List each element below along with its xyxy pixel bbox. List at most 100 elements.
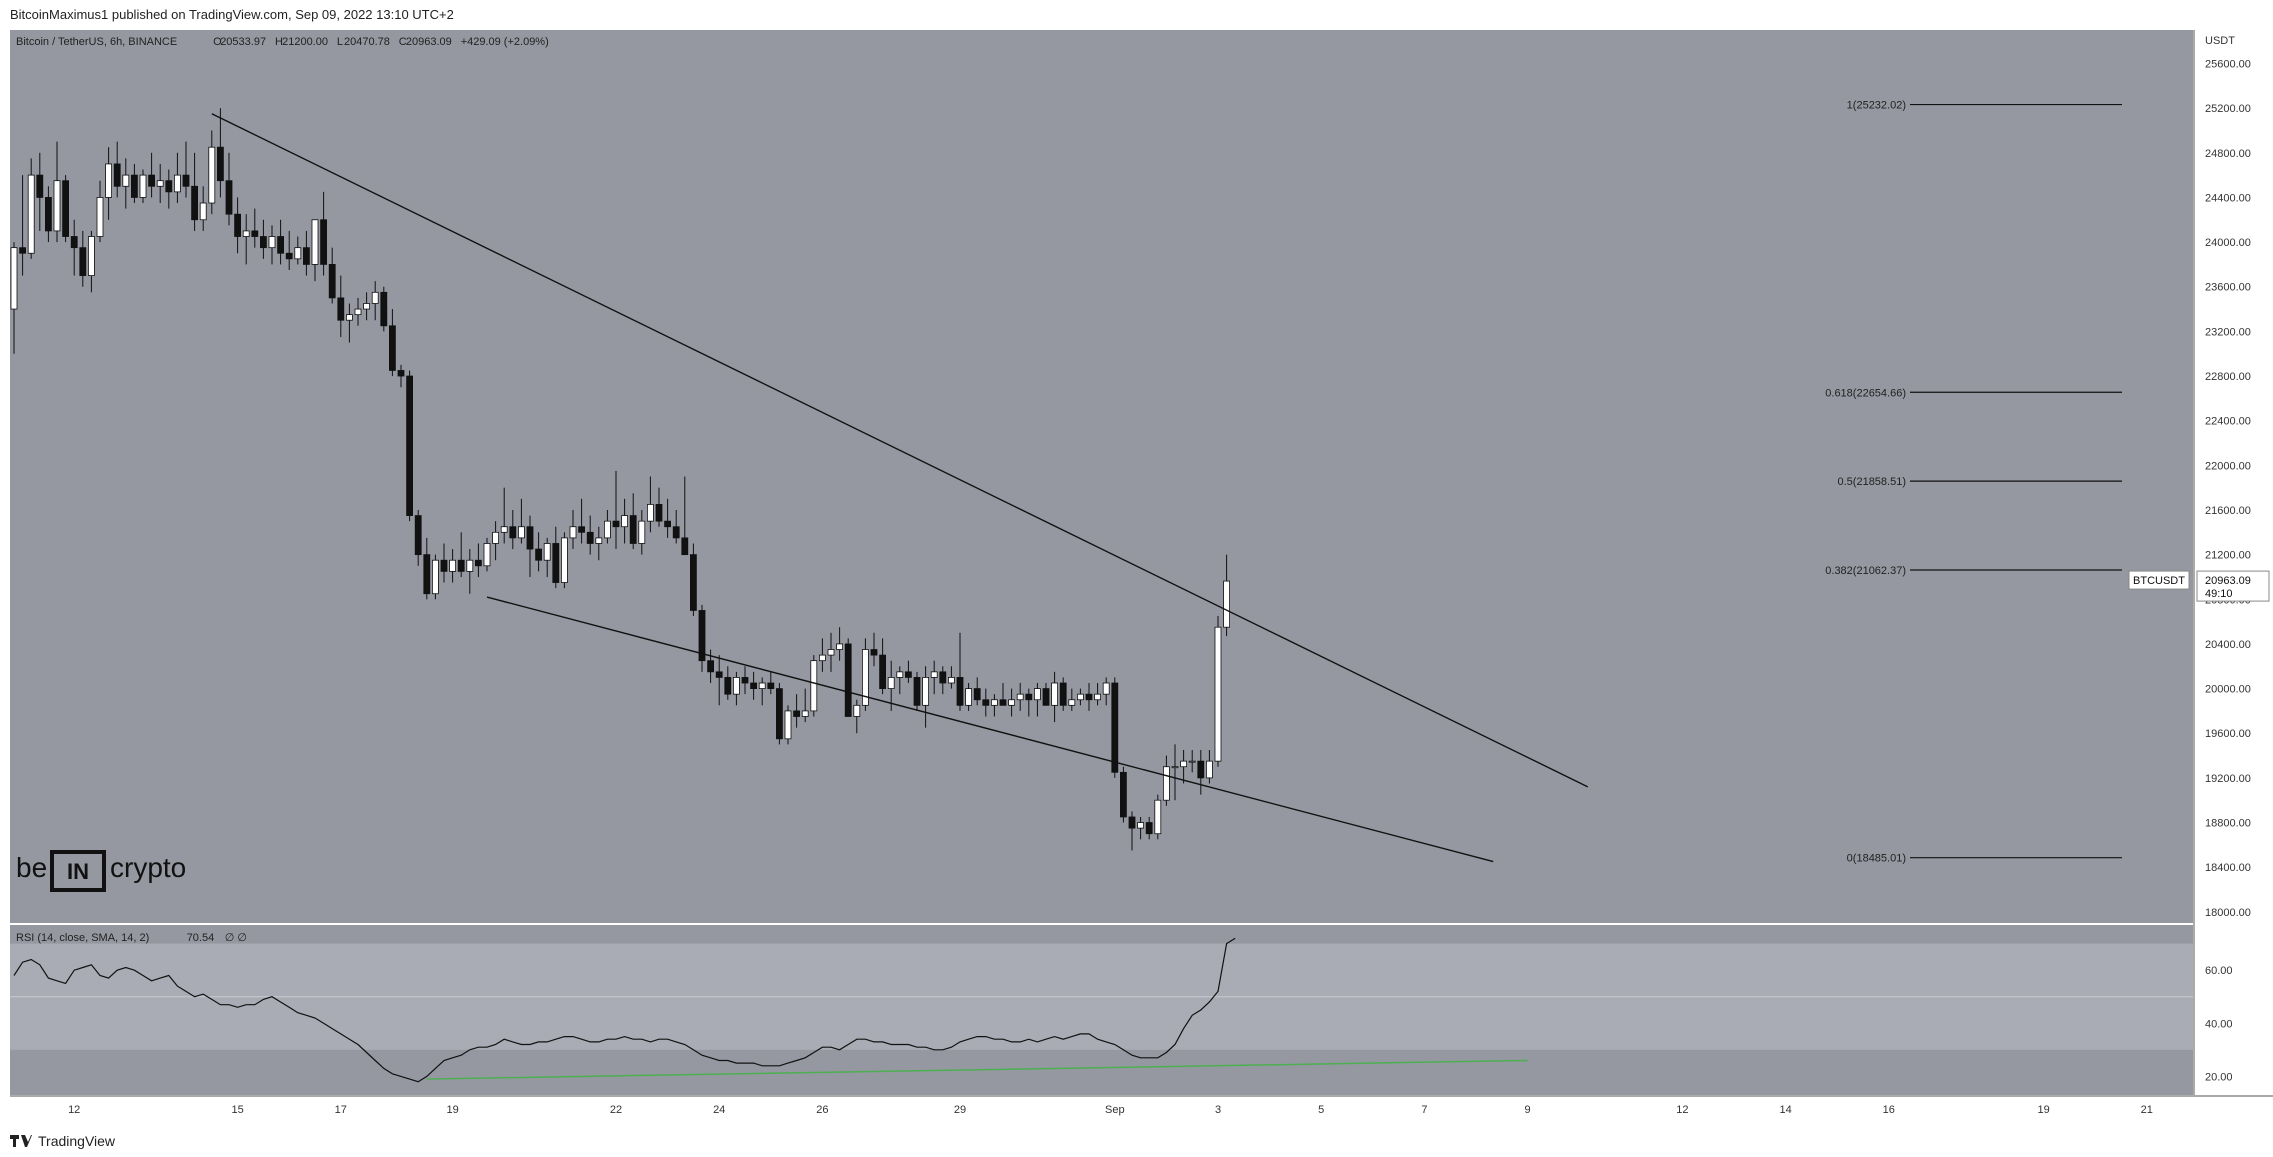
candle-up bbox=[294, 247, 302, 260]
symbol-info-part: 21200.00 bbox=[282, 36, 328, 48]
candle-up bbox=[449, 559, 457, 572]
candle-down bbox=[234, 213, 242, 237]
logo-text-box: IN bbox=[67, 859, 89, 884]
candle-down bbox=[1042, 688, 1050, 706]
candle-down bbox=[302, 247, 310, 265]
candle-up bbox=[862, 649, 869, 706]
wedge-trendline-lower bbox=[486, 596, 1494, 863]
candle-up bbox=[122, 174, 130, 187]
candle-down bbox=[1025, 693, 1033, 701]
symbol-info: Bitcoin / TetherUS, 6h, BINANCE O20533.97… bbox=[16, 36, 549, 48]
candle-down bbox=[905, 671, 912, 678]
price-tick-label: 20400.00 bbox=[2205, 639, 2251, 651]
candle-down bbox=[406, 375, 414, 516]
candle-up bbox=[1016, 693, 1024, 701]
price-chart[interactable]: USDT 25600.00 25200.00 24800.00 24400.00 2400… bbox=[0, 30, 2273, 1125]
candle-down bbox=[457, 559, 465, 572]
candle-up bbox=[1180, 760, 1187, 768]
logo-text-right: crypto bbox=[110, 852, 186, 883]
candle-down bbox=[879, 654, 886, 689]
price-tick-label: 22000.00 bbox=[2205, 460, 2251, 472]
candle-up bbox=[105, 163, 112, 198]
price-tick-label: 24800.00 bbox=[2205, 148, 2251, 160]
symbol-info-part: 20963.09 bbox=[406, 36, 452, 48]
candle-down bbox=[741, 677, 749, 684]
time-tick-label: Sep bbox=[1105, 1104, 1125, 1116]
candle-up bbox=[647, 504, 654, 522]
candle-up bbox=[371, 291, 379, 304]
candle-down bbox=[1197, 760, 1205, 779]
candle-down bbox=[36, 174, 44, 198]
candle-up bbox=[1163, 766, 1170, 801]
candle-down bbox=[578, 526, 585, 533]
candle-up bbox=[1008, 699, 1015, 706]
price-tick-label: 20000.00 bbox=[2205, 684, 2251, 696]
candle-down bbox=[251, 230, 259, 237]
candle-up bbox=[922, 677, 929, 706]
candle-up bbox=[965, 688, 972, 706]
candle-down bbox=[956, 677, 964, 706]
publish-info: BitcoinMaximus1 published on TradingView… bbox=[10, 7, 454, 22]
candle-up bbox=[208, 146, 216, 204]
price-tick-label: 25600.00 bbox=[2205, 58, 2251, 70]
candle-up bbox=[784, 710, 792, 740]
candle-down bbox=[182, 174, 190, 187]
candle-down bbox=[440, 559, 448, 572]
candle-up bbox=[1102, 682, 1110, 695]
time-tick-label: 16 bbox=[1883, 1104, 1895, 1116]
candle-up bbox=[1171, 766, 1179, 769]
candle-down bbox=[380, 291, 388, 327]
candle-up bbox=[1068, 699, 1076, 706]
time-tick-label: 12 bbox=[1676, 1104, 1688, 1116]
candle-down bbox=[414, 515, 422, 556]
fib-level-label: 0.382(21062.37) bbox=[1825, 565, 1906, 577]
candle-up bbox=[1137, 822, 1144, 829]
candle-down bbox=[535, 548, 542, 561]
candle-down bbox=[526, 526, 534, 550]
candle-up bbox=[53, 180, 61, 232]
candle-down bbox=[79, 247, 87, 276]
time-tick-label: 9 bbox=[1525, 1104, 1531, 1116]
time-tick-label: 19 bbox=[446, 1104, 458, 1116]
time-tick-label: 15 bbox=[231, 1104, 243, 1116]
candle-up bbox=[1077, 693, 1084, 701]
candle-up bbox=[139, 174, 147, 198]
candle-down bbox=[939, 671, 947, 684]
candle-down bbox=[225, 180, 233, 215]
candle-up bbox=[492, 531, 500, 544]
fib-level-label: 0.5(21858.51) bbox=[1838, 476, 1907, 488]
symbol-info-part: 20470.78 bbox=[344, 36, 390, 48]
candle-down bbox=[913, 677, 921, 706]
price-tick-label: 24400.00 bbox=[2205, 192, 2251, 204]
candle-up bbox=[500, 526, 508, 533]
price-tick-label: 19200.00 bbox=[2205, 773, 2251, 785]
candle-down bbox=[423, 554, 431, 595]
candle-up bbox=[836, 643, 843, 650]
candle-down bbox=[698, 610, 706, 662]
time-tick-label: 17 bbox=[335, 1104, 347, 1116]
candle-up bbox=[853, 704, 861, 717]
candle-up bbox=[268, 236, 276, 249]
rsi-tick-label: 60.00 bbox=[2205, 965, 2233, 977]
candle-up bbox=[242, 230, 250, 237]
candle-down bbox=[629, 515, 637, 544]
time-tick-label: 29 bbox=[954, 1104, 966, 1116]
candle-down bbox=[586, 531, 594, 544]
candle-down bbox=[1128, 816, 1136, 829]
candle-down bbox=[793, 710, 800, 717]
candle-down bbox=[1145, 822, 1153, 835]
candle-up bbox=[1188, 760, 1196, 763]
price-axis-unit: USDT bbox=[2205, 35, 2235, 47]
candle-up bbox=[801, 710, 809, 717]
candle-down bbox=[870, 649, 878, 656]
publish-header: BitcoinMaximus1 published on TradingView… bbox=[0, 0, 2273, 30]
candle-down bbox=[191, 185, 199, 221]
wedge-trendline-upper bbox=[211, 113, 1589, 788]
candle-down bbox=[130, 174, 138, 198]
tradingview-logo-icon bbox=[10, 1135, 32, 1147]
candle-up bbox=[96, 197, 104, 237]
price-tick-label: 18800.00 bbox=[2205, 818, 2251, 830]
candle-down bbox=[750, 682, 757, 689]
symbol-info-part: +429.09 (+2.09%) bbox=[461, 36, 549, 48]
candle-up bbox=[733, 677, 740, 695]
